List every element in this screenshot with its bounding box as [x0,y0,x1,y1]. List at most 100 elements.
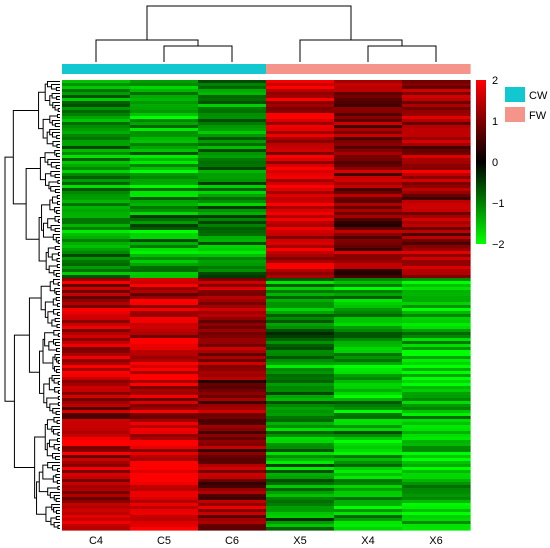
heatmap-cell [198,284,267,288]
heatmap-cell [402,278,471,282]
heatmap-cell [266,350,335,354]
heatmap-cell [334,203,403,207]
dendrogram-link [57,396,60,400]
dendrogram-link [52,408,60,414]
heatmap-cell [198,425,267,429]
heatmap-cell [402,146,471,150]
heatmap-cell [198,494,267,498]
heatmap-cell [266,131,335,135]
column-dendrogram [95,5,437,62]
heatmap-cell [402,281,471,285]
heatmap-cell [334,503,403,507]
heatmap-cell [334,392,403,396]
heatmap-cell [62,221,131,225]
heatmap-cell [198,434,267,438]
heatmap-cell [130,464,199,468]
heatmap-cell [130,377,199,381]
heatmap-cell [62,86,131,90]
heatmap-cell [130,212,199,216]
heatmap-cell [266,353,335,357]
heatmap-cell [198,119,267,123]
heatmap-cell [198,323,267,327]
heatmap-cell [62,446,131,450]
heatmap-cell [334,230,403,234]
heatmap-cell [198,146,267,150]
heatmap-cell [62,293,131,297]
heatmap-cell [266,458,335,462]
heatmap-cell [62,272,131,276]
heatmap-cell [62,101,131,105]
dendrogram-link [54,150,60,156]
heatmap-cell [198,149,267,153]
heatmap-cell [62,479,131,483]
heatmap-cell [402,203,471,207]
heatmap-cell [266,107,335,111]
heatmap-cell [130,215,199,219]
heatmap-cell [402,143,471,147]
heatmap-cell [130,188,199,192]
dendrogram-link [53,429,60,435]
heatmap-cell [402,257,471,261]
heatmap-cell [62,89,131,93]
heatmap-cell [130,290,199,294]
heatmap-cell [130,470,199,474]
heatmap-cell [62,344,131,348]
heatmap-cell [62,299,131,303]
heatmap-cell [402,80,471,84]
heatmap-cell [266,518,335,522]
heatmap-cell [334,506,403,510]
heatmap-cell [402,164,471,168]
heatmap-cell [334,290,403,294]
heatmap-cell [130,329,199,333]
heatmap-cell [198,275,267,279]
heatmap-cell [130,266,199,270]
heatmap-cell [130,125,199,129]
heatmap-cell [334,491,403,495]
heatmap-cell [130,443,199,447]
heatmap-cell [402,512,471,516]
heatmap-cell [266,371,335,375]
heatmap-cell [130,314,199,318]
dendrogram-link [49,199,55,211]
heatmap-cell [402,311,471,315]
heatmap-cell [198,200,267,204]
heatmap-cell [130,419,199,423]
heatmap-cell [266,527,335,531]
heatmap-cell [62,278,131,282]
heatmap-cell [266,254,335,258]
heatmap-cell [402,479,471,483]
heatmap-cell [62,515,131,519]
heatmap-cell [130,113,199,117]
heatmap-cell [266,512,335,516]
column-label: C6 [225,535,239,547]
heatmap-cell [334,497,403,501]
heatmap-cell [334,143,403,147]
heatmap-cell [130,311,199,315]
dendrogram-link [53,339,60,345]
heatmap-cell [198,293,267,297]
heatmap-cell [198,503,267,507]
heatmap-cell [334,296,403,300]
heatmap-cell [266,152,335,156]
heatmap-cell [402,212,471,216]
dendrogram-link [54,318,60,322]
heatmap-cell [402,323,471,327]
dendrogram-link [44,173,51,186]
heatmap-cell [62,506,131,510]
dendrogram-link [54,123,60,127]
heatmap-cell [130,95,199,99]
heatmap-cell [198,137,267,141]
heatmap-cell [62,182,131,186]
dendrogram-link [48,265,58,274]
dendrogram-link [54,216,60,222]
dendrogram-link [47,462,60,469]
heatmap-cell [198,521,267,525]
heatmap-cell [402,365,471,369]
heatmap-cell [130,338,199,342]
heatmap-cell [266,341,335,345]
heatmap-cell [62,80,131,84]
heatmap-cell [402,446,471,450]
heatmap-cell [62,137,131,141]
heatmap-cell [334,215,403,219]
heatmap-cell [266,170,335,174]
